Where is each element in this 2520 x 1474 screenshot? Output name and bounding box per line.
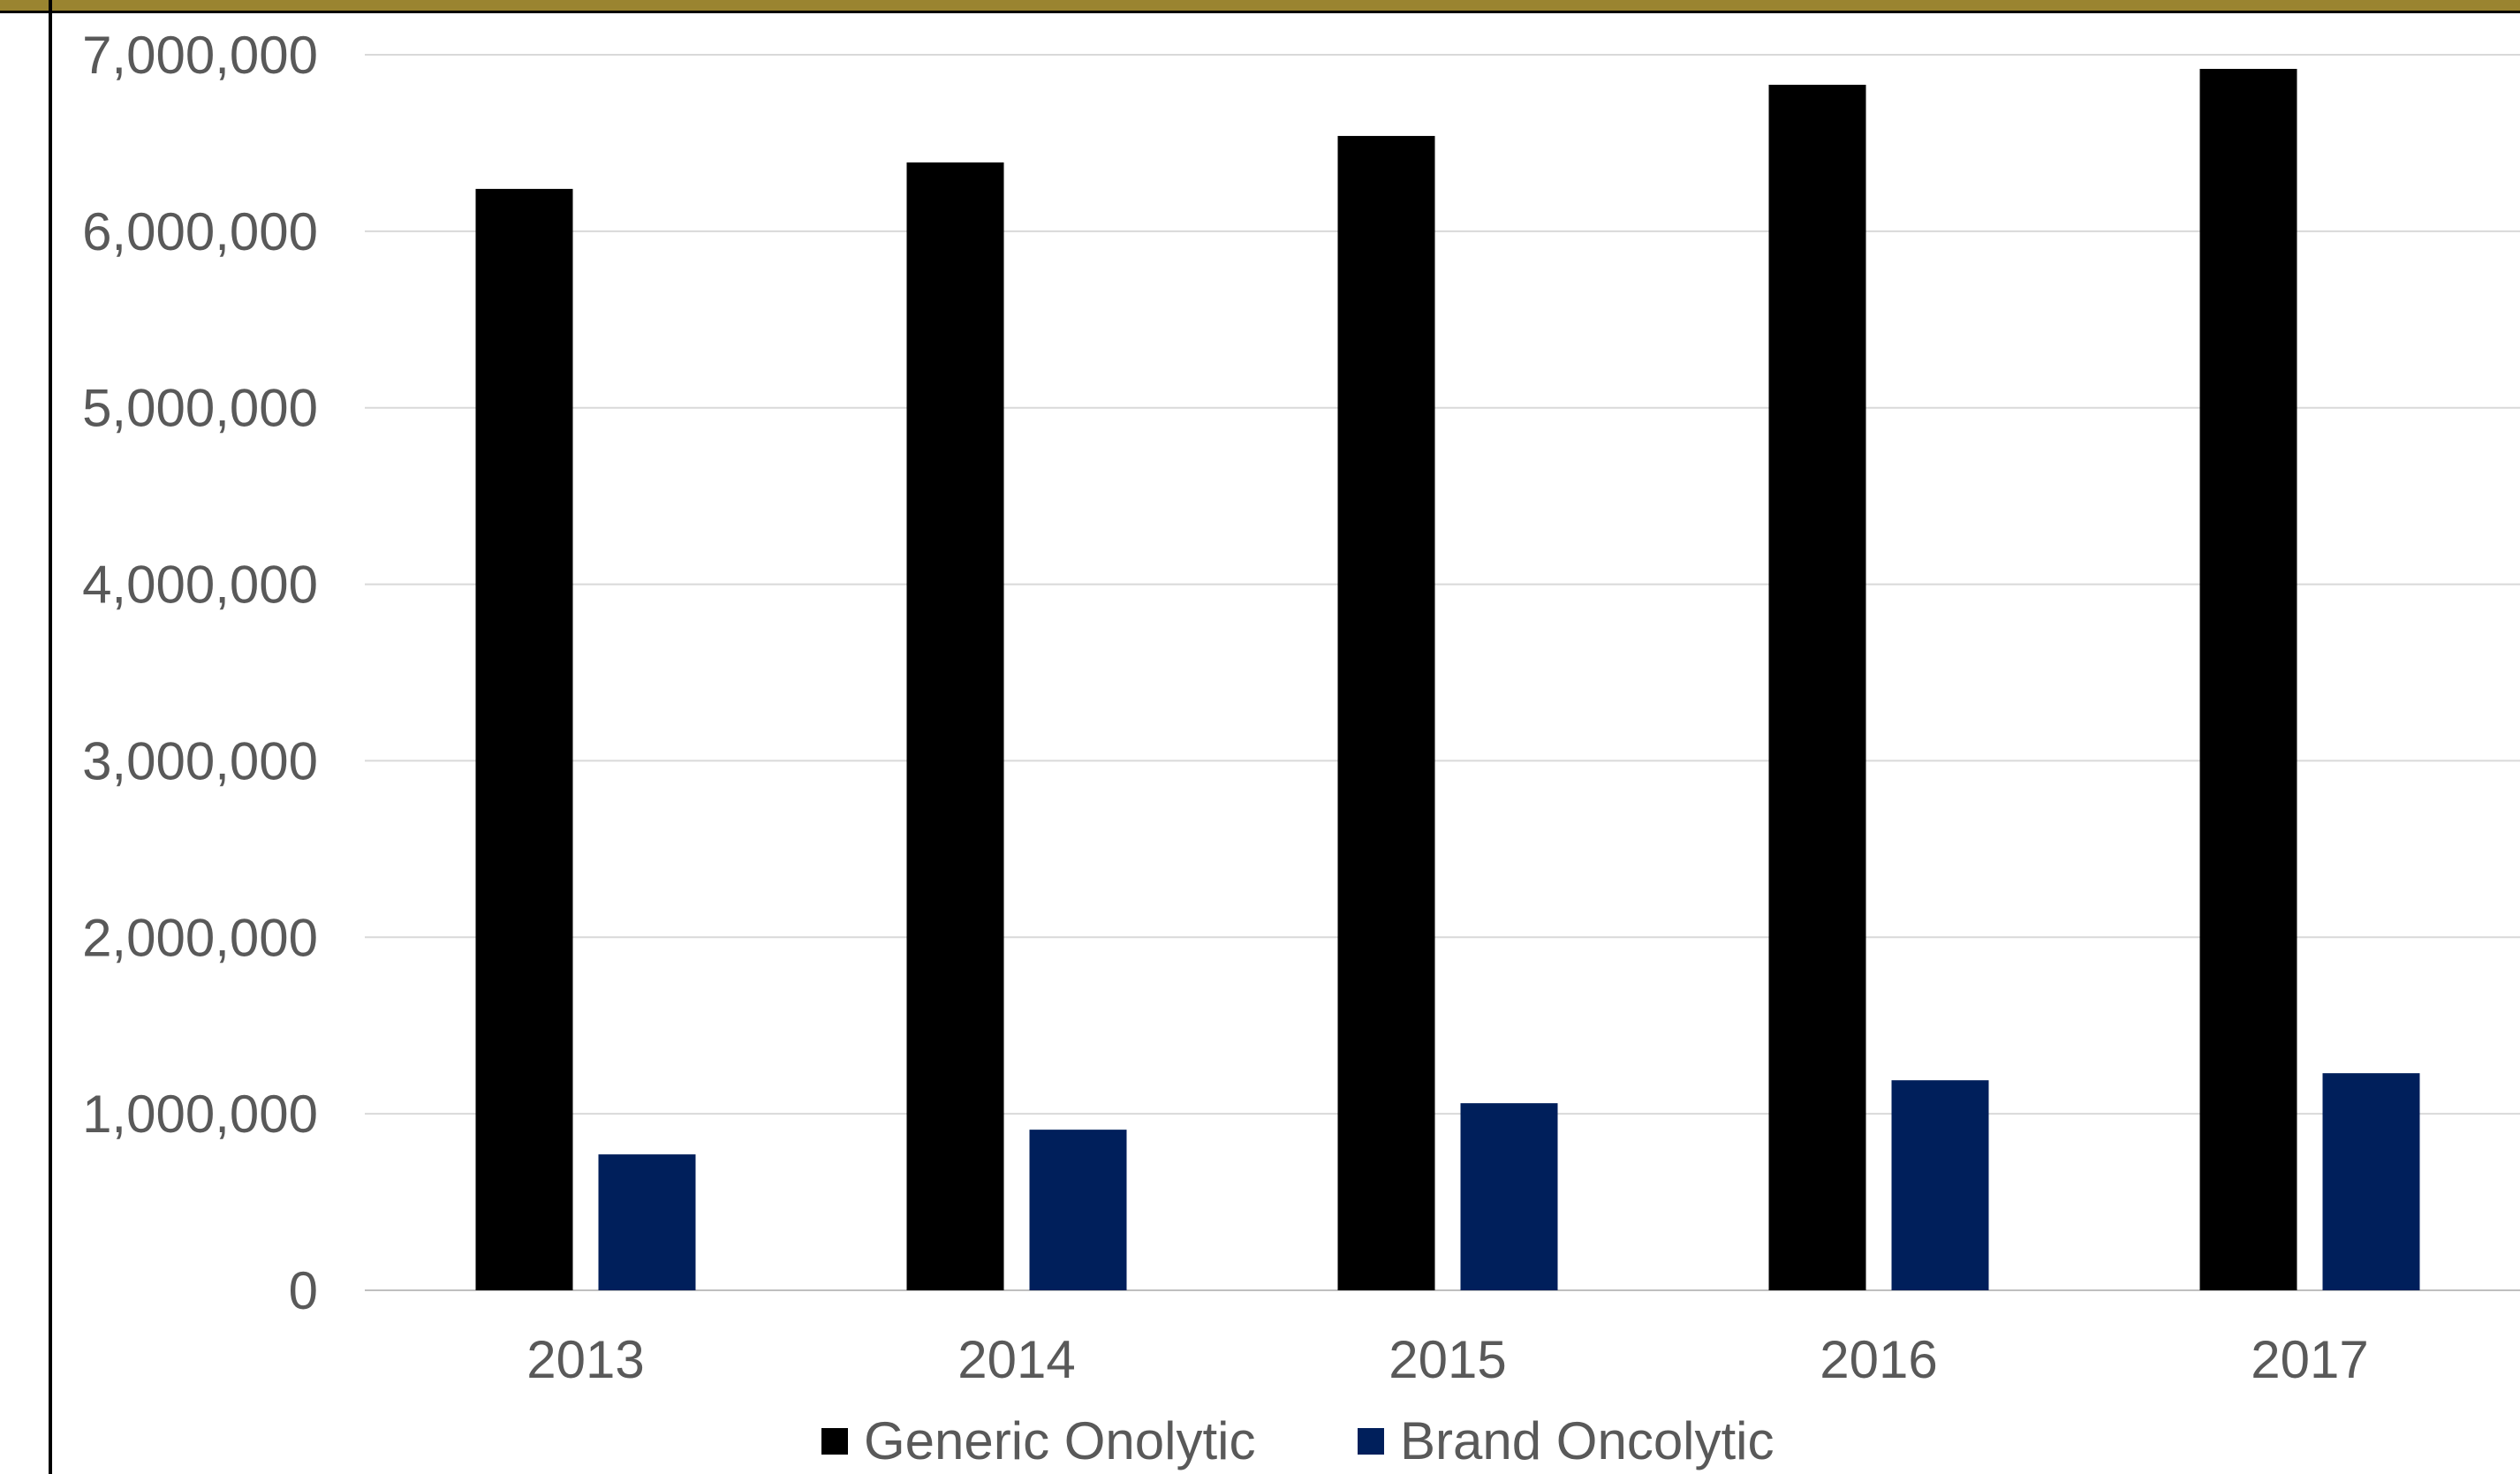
y-axis-tick-labels: 0 1,000,000 2,000,000 3,000,000 4,000,000 5,0… xyxy=(82,26,318,1320)
legend-label: Generic Onolytic xyxy=(864,1411,1256,1470)
x-tick-label: 2015 xyxy=(1389,1330,1506,1389)
bar-2017-series-0 xyxy=(2199,68,2297,1291)
x-tick-label: 2017 xyxy=(2251,1330,2368,1389)
x-tick-label: 2014 xyxy=(957,1330,1075,1389)
bar-2014-series-0 xyxy=(906,162,1004,1291)
bar-2015-series-0 xyxy=(1337,135,1435,1290)
bar-2016-series-0 xyxy=(1768,84,1866,1291)
y-tick-label: 7,000,000 xyxy=(82,26,318,85)
x-tick-label: 2016 xyxy=(1820,1330,1937,1389)
y-tick-label: 1,000,000 xyxy=(82,1085,318,1144)
bar-2013-series-0 xyxy=(475,188,573,1290)
y-tick-label: 4,000,000 xyxy=(82,556,318,615)
bar-2013-series-1 xyxy=(598,1154,696,1290)
x-tick-label: 2013 xyxy=(526,1330,644,1389)
gridlines xyxy=(365,54,2520,1291)
bar-2016-series-1 xyxy=(1891,1080,1989,1290)
legend-label: Brand Oncolytic xyxy=(1400,1411,1775,1470)
header-band-border xyxy=(0,11,2520,13)
y-tick-label: 0 xyxy=(289,1261,318,1320)
bar-2017-series-1 xyxy=(2322,1073,2420,1290)
legend-swatch xyxy=(1358,1428,1384,1455)
y-tick-label: 3,000,000 xyxy=(82,731,318,790)
y-tick-label: 2,000,000 xyxy=(82,908,318,967)
left-border xyxy=(49,0,52,1474)
y-tick-label: 5,000,000 xyxy=(82,379,318,438)
y-tick-label: 6,000,000 xyxy=(82,202,318,261)
bars xyxy=(475,68,2420,1291)
bar-2014-series-1 xyxy=(1029,1130,1127,1290)
legend-swatch xyxy=(821,1428,848,1455)
header-band xyxy=(0,0,2520,11)
bar-2015-series-1 xyxy=(1460,1103,1558,1290)
legend: Generic Onolytic Brand Oncolytic xyxy=(821,1411,1775,1470)
x-axis-tick-labels: 2013 2014 2015 2016 2017 xyxy=(526,1330,2368,1389)
